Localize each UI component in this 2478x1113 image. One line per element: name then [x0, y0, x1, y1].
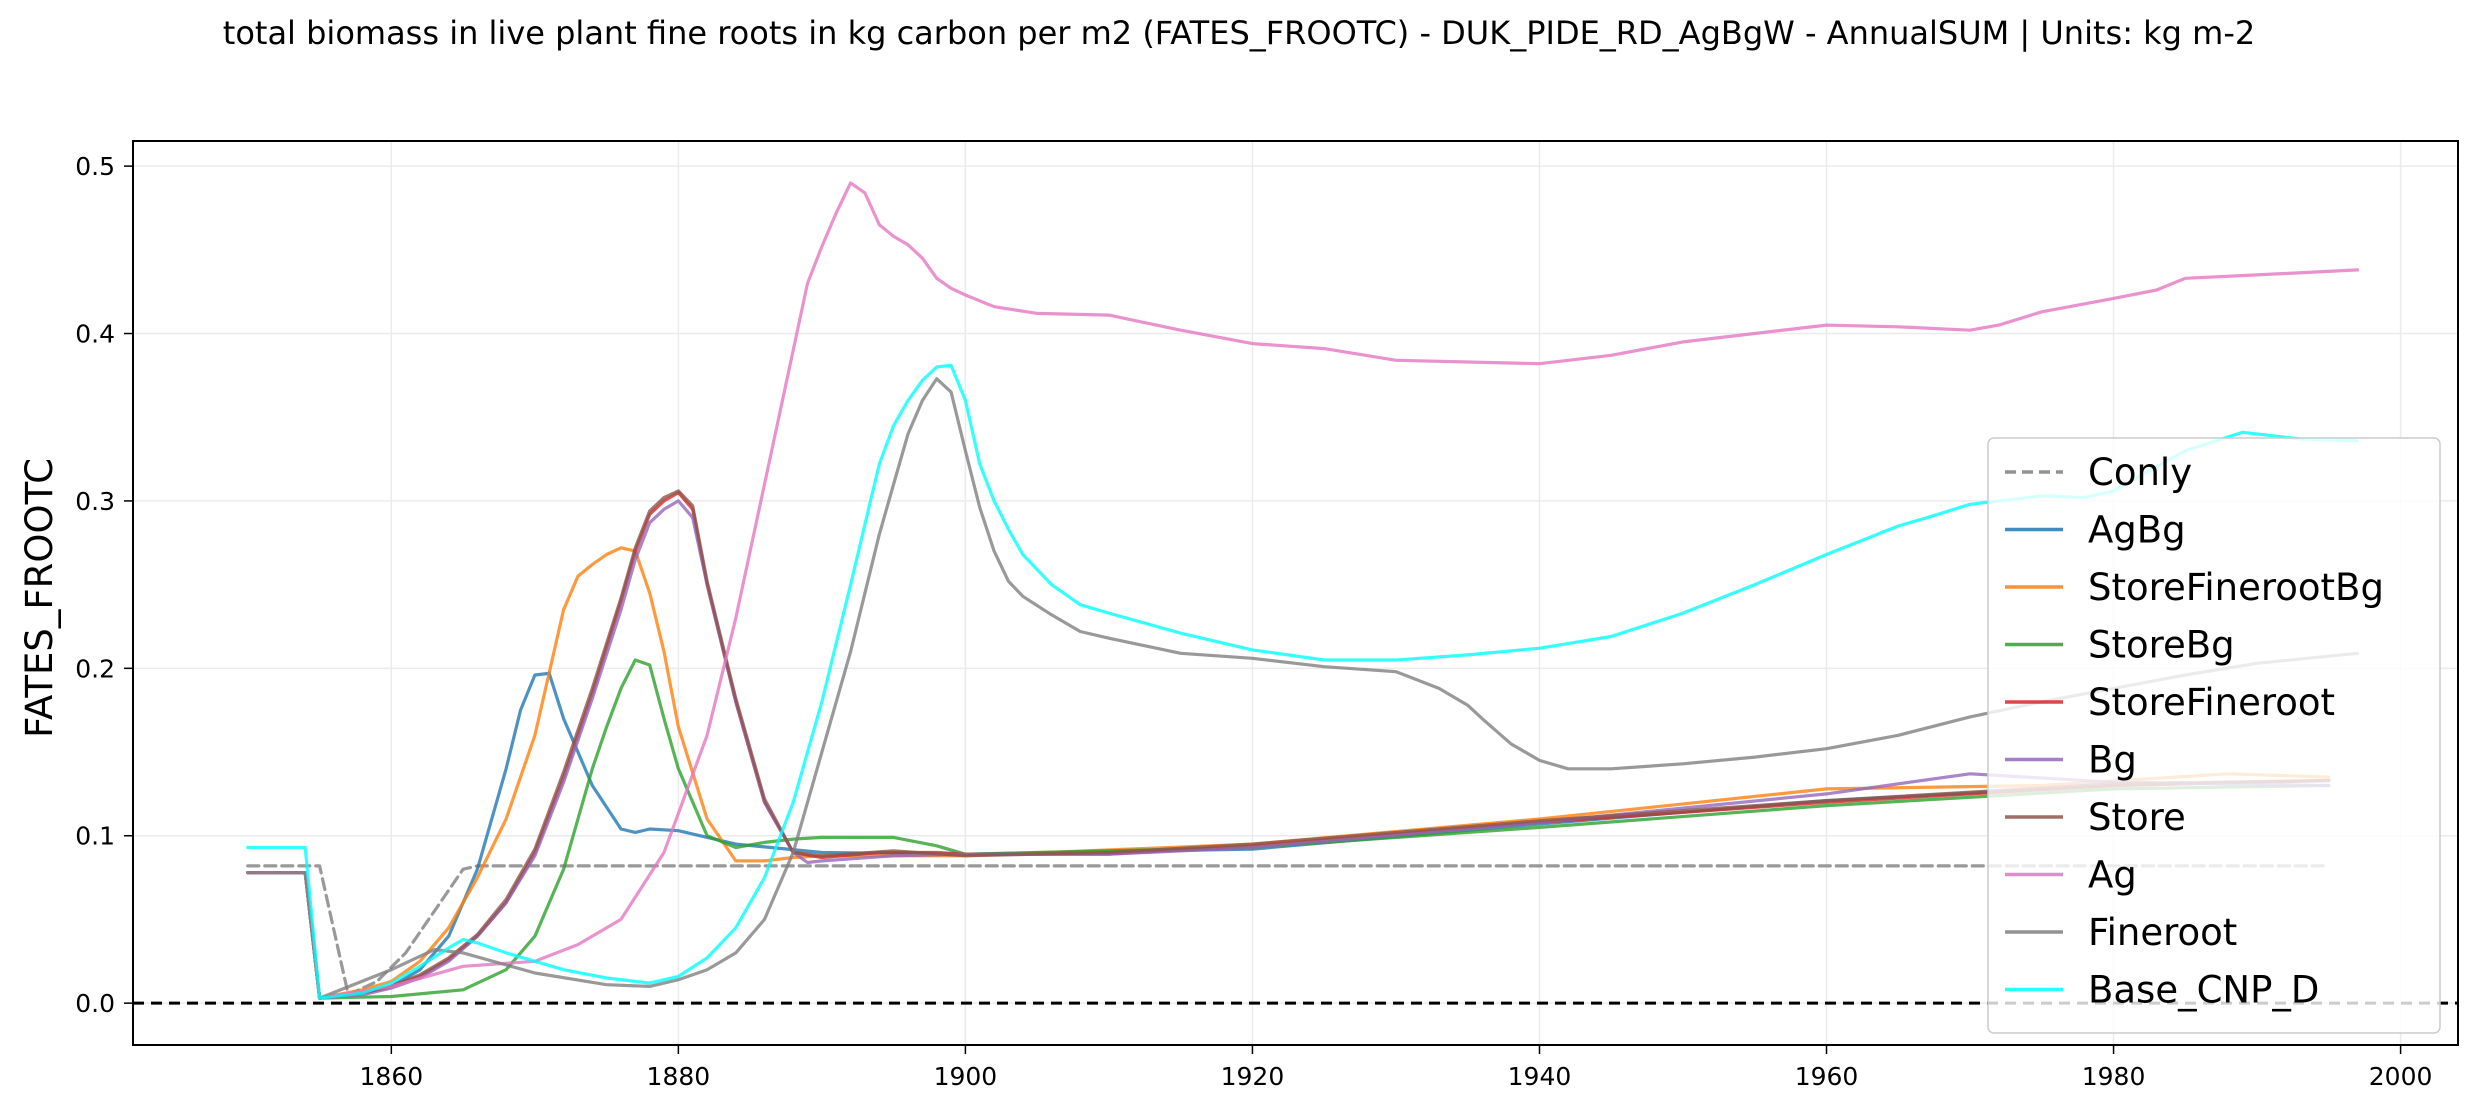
x-tick-label: 1880 [647, 1062, 711, 1091]
plot-frame [132, 140, 2459, 1046]
series-line-store [246, 489, 2331, 1000]
x-axis-ticks: 1860 1880 1900 1920 1940 1960 1980 2000 [360, 1045, 2433, 1091]
legend-label-storefinerootbg: StoreFinerootBg [2088, 566, 2384, 609]
legend-label-agbg: AgBg [2088, 509, 2186, 552]
y-tick-label: 0.2 [75, 654, 115, 683]
series-line-ag [246, 181, 2360, 1000]
y-tick-label: 0.5 [75, 152, 115, 181]
y-axis-label: FATES_FROOTC [18, 458, 61, 738]
legend-label-bg: Bg [2088, 739, 2137, 782]
chart-title: total biomass in live plant fine roots i… [222, 14, 2256, 52]
legend-label-conly: Conly [2088, 451, 2192, 494]
x-tick-label: 1900 [934, 1062, 998, 1091]
series-line-fineroot [246, 377, 2360, 1000]
x-tick-label: 1860 [360, 1062, 424, 1091]
series-line-storebg [246, 658, 2331, 1000]
x-tick-label: 1940 [1508, 1062, 1572, 1091]
legend-label-fineroot: Fineroot [2088, 911, 2237, 954]
x-tick-label: 1920 [1221, 1062, 1285, 1091]
legend: ConlyAgBgStoreFinerootBgStoreBgStoreFine… [1987, 437, 2441, 1034]
legend-label-store: Store [2088, 796, 2186, 839]
series-lines [246, 181, 2360, 1000]
x-tick-label: 2000 [2369, 1062, 2433, 1091]
series-line-bg [246, 499, 2331, 1000]
y-tick-label: 0.3 [75, 487, 115, 516]
legend-label-base-cnp-d: Base_CNP_D [2088, 969, 2319, 1012]
y-tick-label: 0.4 [75, 320, 115, 349]
legend-label-storebg: StoreBg [2088, 624, 2235, 667]
y-tick-label: 0.1 [75, 822, 115, 851]
y-axis-ticks: 0.0 0.1 0.2 0.3 0.4 0.5 [75, 152, 133, 1018]
legend-box [1987, 437, 2441, 1034]
series-line-base-cnp-d [246, 363, 2360, 1000]
series-line-conly [246, 864, 2331, 997]
legend-label-storefineroot: StoreFineroot [2088, 681, 2335, 724]
y-tick-label: 0.0 [75, 989, 115, 1018]
x-tick-label: 1980 [2082, 1062, 2146, 1091]
x-tick-label: 1960 [1795, 1062, 1859, 1091]
legend-label-ag: Ag [2088, 854, 2137, 897]
